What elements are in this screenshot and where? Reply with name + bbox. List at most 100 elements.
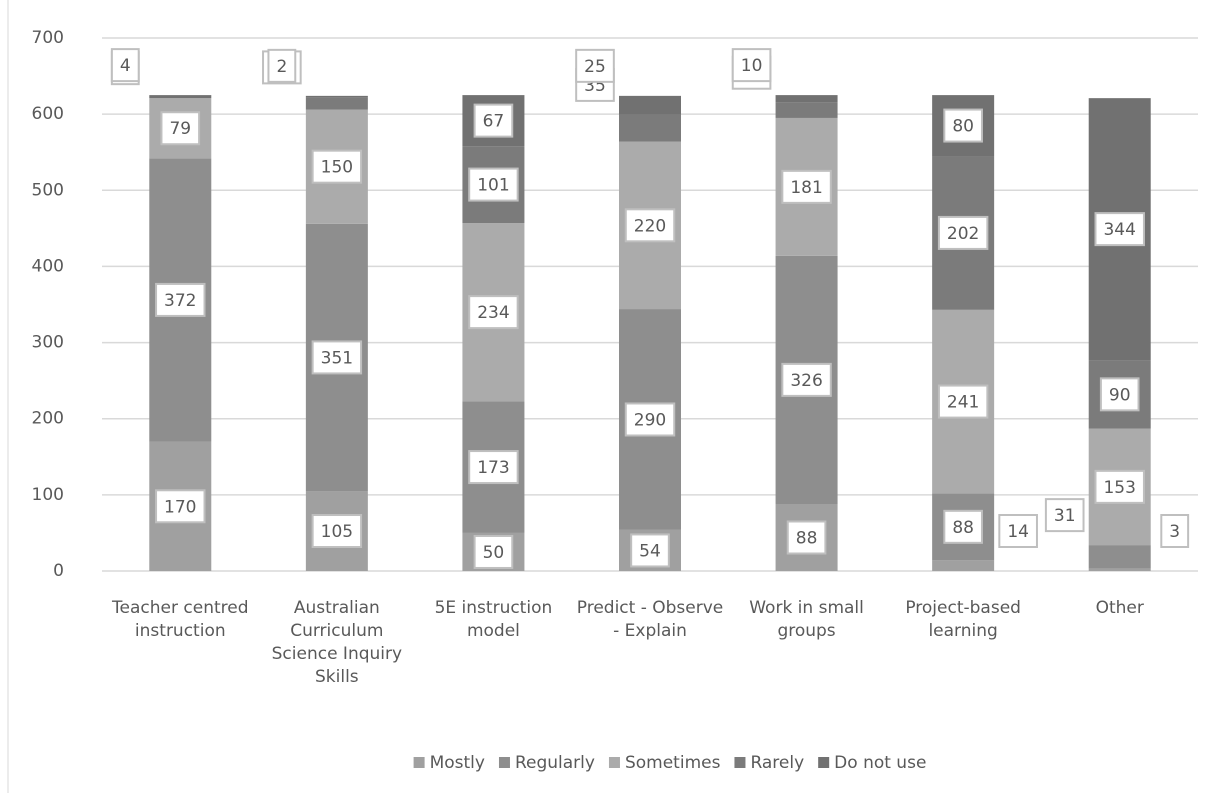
bar-segment — [305, 97, 368, 110]
data-label-text: 67 — [483, 112, 505, 132]
data-label-text: 90 — [1109, 385, 1131, 405]
y-tick-label: 500 — [32, 180, 64, 200]
data-label-box — [937, 384, 989, 419]
data-label-box — [624, 208, 676, 243]
data-label-text: 344 — [1103, 220, 1135, 240]
legend-label: Do not use — [834, 753, 926, 773]
data-label-text: 2 — [276, 57, 287, 77]
bar-segment — [619, 114, 681, 142]
data-label-box — [468, 450, 519, 485]
data-label-text: 326 — [790, 371, 822, 391]
x-tick-label: Work in small groups — [749, 598, 864, 641]
bar-segment — [1088, 545, 1151, 569]
data-label-text: 153 — [1103, 478, 1135, 498]
y-tick-label: 100 — [32, 485, 64, 505]
chart-frame — [7, 0, 9, 793]
data-label-text: 14 — [1007, 522, 1029, 542]
y-tick-label: 700 — [32, 28, 64, 48]
legend-swatch — [818, 757, 830, 768]
y-tick-label: 300 — [32, 333, 64, 353]
data-label-box — [155, 282, 206, 317]
x-tick-label: Predict - Observe - Explain — [576, 598, 724, 641]
data-label-box — [468, 295, 519, 330]
x-tick-label: Project-based learning — [905, 598, 1021, 641]
legend-label: Rarely — [750, 753, 804, 773]
bar-segment — [775, 95, 838, 103]
data-label-text: 79 — [169, 119, 191, 139]
data-label-text: 54 — [639, 541, 661, 561]
y-tick-label: 0 — [53, 561, 64, 581]
x-tick-label: Australian Curriculum Science Inquiry Sk… — [271, 598, 403, 687]
data-label-box — [311, 514, 363, 549]
bar-segment — [149, 95, 212, 99]
data-label-text: 170 — [164, 497, 196, 517]
data-label-box — [160, 111, 201, 146]
data-label-text: 220 — [634, 216, 666, 236]
data-label-box — [1099, 377, 1140, 412]
data-label-text: 25 — [584, 57, 606, 77]
data-label-box — [1094, 469, 1145, 504]
data-label-box — [1094, 212, 1145, 247]
data-label-text: 4 — [120, 56, 131, 76]
data-label-box — [1160, 514, 1190, 548]
data-label-box — [630, 533, 670, 568]
data-label-box — [267, 48, 297, 83]
data-label-box — [110, 48, 140, 83]
data-label-box — [575, 48, 615, 83]
bar-segment — [305, 95, 368, 98]
data-label-box — [998, 514, 1038, 548]
y-tick-label: 600 — [32, 104, 64, 124]
data-label-box — [1044, 498, 1085, 533]
data-label-box — [155, 489, 206, 524]
y-tick-label: 400 — [32, 256, 64, 276]
data-label-text: 351 — [321, 348, 353, 368]
legend-label: Sometimes — [625, 753, 721, 773]
data-label-box — [473, 103, 514, 138]
legend-label: Regularly — [515, 753, 595, 773]
data-label-text: 290 — [634, 410, 666, 430]
data-label-box — [473, 534, 514, 569]
data-label-box — [624, 402, 676, 437]
bar-segment — [619, 95, 681, 115]
data-label-text: 3 — [1169, 522, 1180, 542]
bar-segment — [932, 560, 995, 571]
x-tick-label: Other — [1095, 598, 1144, 618]
data-label-box — [311, 340, 363, 375]
legend-swatch — [413, 757, 425, 768]
bar-segment — [775, 102, 838, 118]
y-tick-label: 200 — [32, 409, 64, 429]
data-label-box — [781, 169, 832, 204]
data-label-box — [786, 520, 827, 555]
data-label-text: 150 — [321, 158, 353, 178]
data-label-text: 234 — [477, 303, 509, 323]
data-label-text: 181 — [790, 178, 822, 198]
legend-swatch — [608, 757, 620, 768]
data-label-text: 31 — [1054, 506, 1076, 526]
legend-swatch — [498, 757, 510, 768]
data-label-box — [731, 48, 772, 83]
data-label-box — [781, 362, 832, 397]
bar-segment — [1088, 568, 1151, 571]
legend-label: Mostly — [430, 753, 485, 773]
x-tick-label: 5E instruction model — [434, 598, 553, 641]
data-label-box — [311, 149, 363, 184]
data-label-text: 202 — [947, 224, 979, 244]
data-label-text: 372 — [164, 291, 196, 311]
data-label-box — [943, 509, 983, 544]
data-label-text: 80 — [952, 117, 974, 137]
data-label-box — [937, 215, 989, 250]
data-label-text: 88 — [952, 518, 974, 538]
data-label-text: 241 — [947, 393, 979, 413]
data-label-text: 10 — [741, 56, 763, 76]
data-label-text: 50 — [483, 543, 505, 563]
data-label-text: 173 — [477, 458, 509, 478]
data-label-text: 88 — [796, 528, 818, 548]
x-tick-label: Teacher centred instruction — [112, 598, 249, 641]
data-label-text: 101 — [477, 176, 509, 196]
data-label-box — [943, 108, 983, 143]
data-label-box — [468, 167, 519, 202]
data-label-text: 105 — [321, 522, 353, 542]
legend-swatch — [734, 757, 746, 768]
